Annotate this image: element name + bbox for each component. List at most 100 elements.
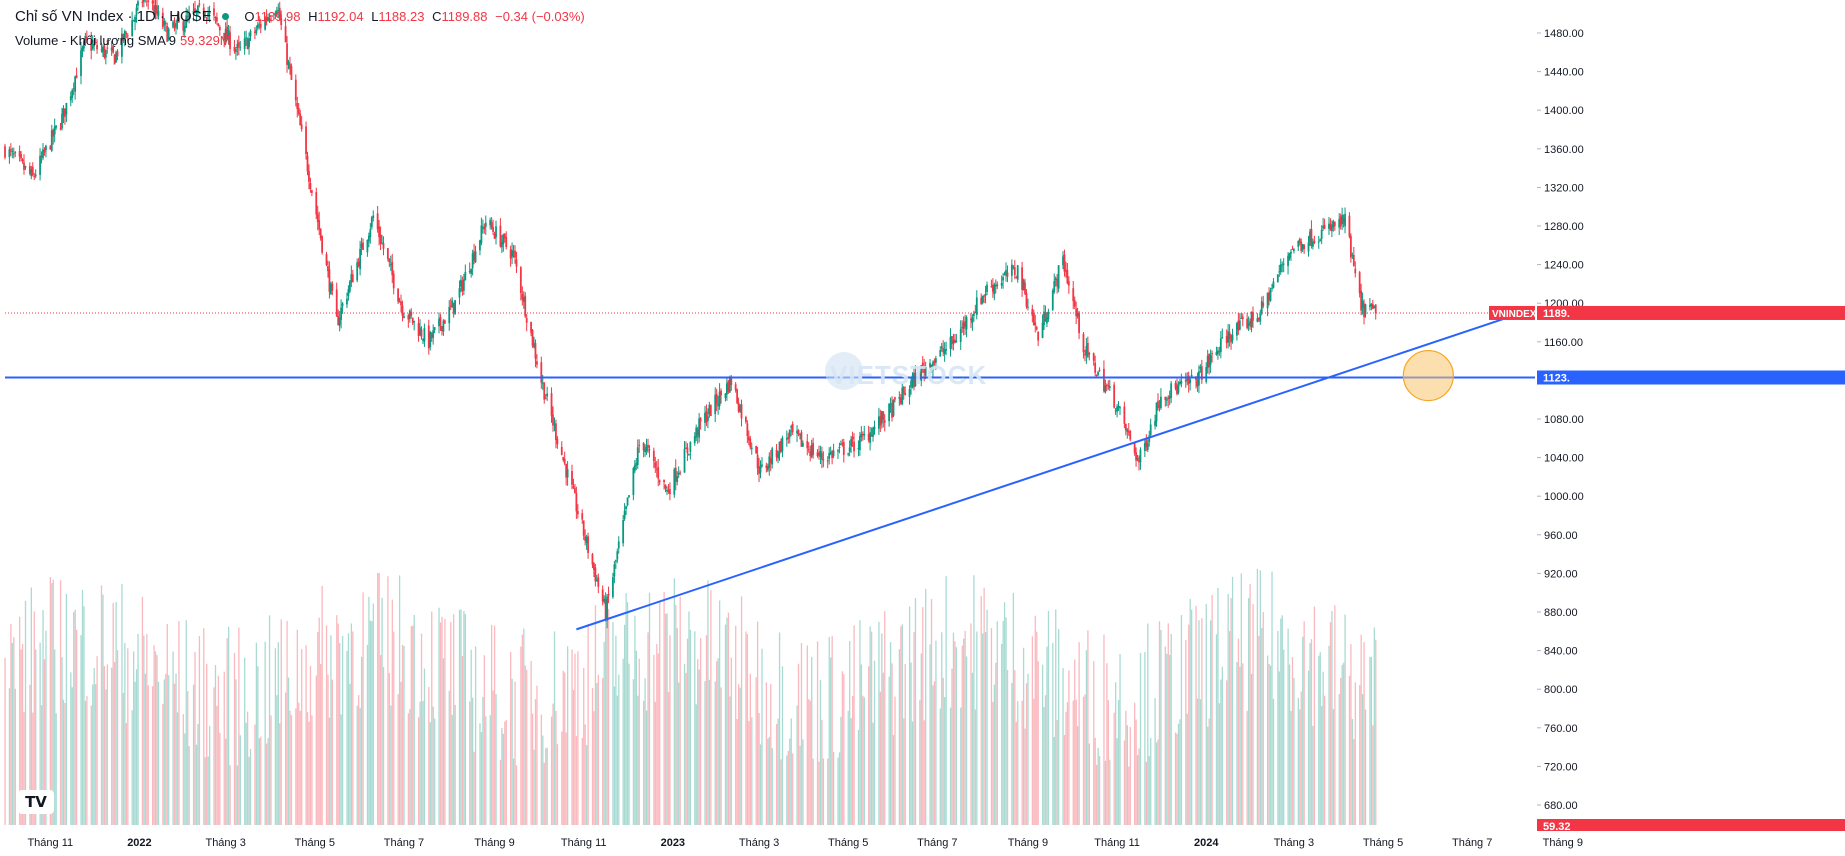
volume-bar	[632, 679, 635, 825]
volume-bar	[552, 703, 554, 825]
candle-body	[258, 24, 261, 26]
volume-bar	[1012, 592, 1015, 825]
candle-body	[125, 33, 128, 35]
candle-body	[93, 44, 96, 47]
volume-bar	[695, 704, 697, 825]
volume-bar	[726, 617, 728, 825]
volume-bar	[1002, 621, 1004, 825]
candle-body	[913, 372, 915, 388]
candle-body	[531, 329, 534, 346]
volume-bar	[495, 694, 497, 825]
volume-bar	[1044, 695, 1047, 825]
current-price-tag-bg	[1537, 305, 1845, 320]
candle-body	[775, 449, 778, 458]
candle-body	[1351, 254, 1354, 256]
candle-body	[175, 23, 177, 29]
candle-body	[1256, 318, 1259, 322]
candle-body	[156, 5, 158, 15]
volume-bar	[521, 634, 524, 825]
highlight-circle[interactable]	[1402, 349, 1454, 402]
candle-body	[23, 162, 25, 170]
candle-body	[699, 417, 702, 422]
volume-bar	[157, 681, 160, 825]
volume-bar	[1342, 662, 1345, 825]
candle-body	[62, 108, 65, 116]
candle-body	[750, 447, 753, 449]
volume-bar	[1207, 726, 1209, 825]
candle-body	[880, 411, 883, 424]
volume-bar	[638, 658, 640, 825]
volume-bar	[163, 679, 165, 825]
candle-body	[388, 258, 391, 263]
candle-body	[372, 215, 375, 219]
volume-bar	[971, 672, 974, 825]
volume-bar	[1147, 623, 1149, 825]
candle-body	[1196, 380, 1199, 387]
time-axis-label: Tháng 9	[1008, 837, 1048, 849]
volume-bar	[1293, 677, 1295, 825]
volume-bar	[1210, 620, 1212, 825]
volume-bar	[448, 690, 450, 825]
volume-bar	[594, 605, 597, 825]
candle-body	[204, 15, 207, 17]
symbol-tag: VNINDEX	[1492, 309, 1537, 320]
candle-body	[761, 464, 763, 467]
volume-bar	[1055, 609, 1057, 825]
volume-bar	[410, 626, 412, 825]
volume-bar	[830, 657, 832, 825]
volume-bar	[474, 646, 477, 825]
volume-bar	[76, 629, 78, 825]
candle-body	[319, 228, 322, 239]
candle-body	[386, 248, 389, 259]
time-axis-label: 2022	[127, 837, 151, 849]
candle-body	[945, 349, 948, 351]
volume-bar	[454, 704, 456, 825]
volume-bar	[121, 584, 123, 825]
watermark-logo-icon	[825, 352, 863, 390]
volume-bar	[493, 625, 496, 825]
high-value: 1192.04	[317, 9, 364, 24]
volume-bar	[758, 713, 760, 825]
volume-bar	[450, 621, 452, 825]
candle-body	[135, 7, 138, 16]
candle-body	[730, 378, 733, 386]
candle-body	[888, 403, 891, 422]
tradingview-logo-icon[interactable]: TV	[18, 790, 54, 814]
volume-label[interactable]: Volume - Khối lượng SMA 9	[15, 33, 177, 48]
candle-body	[839, 444, 842, 446]
time-axis[interactable]	[0, 831, 1845, 851]
volume-bar	[818, 761, 820, 825]
candle-body	[1124, 423, 1127, 431]
candle-body	[71, 90, 74, 98]
volume-bar	[144, 673, 146, 825]
price-axis[interactable]	[1537, 0, 1845, 831]
candle-body	[613, 564, 616, 577]
volume-bar	[1113, 712, 1115, 825]
volume-bar	[255, 642, 258, 825]
symbol-title[interactable]: Chỉ số VN Index · 1D · HOSE	[15, 8, 212, 25]
candle-body	[1360, 290, 1363, 311]
volume-bar	[438, 607, 440, 825]
ascending-trendline[interactable]	[576, 316, 1508, 631]
candle-body	[540, 362, 543, 383]
candle-body	[294, 79, 297, 101]
volume-bar	[1015, 722, 1017, 825]
candle-body	[30, 169, 33, 177]
volume-bar	[339, 642, 341, 825]
candle-body	[1195, 377, 1197, 381]
volume-bar	[749, 673, 751, 825]
volume-bar	[1269, 665, 1272, 825]
volume-bar	[397, 694, 399, 825]
candle-body	[1206, 355, 1209, 368]
volume-bar	[74, 609, 76, 825]
candle-body	[984, 294, 987, 296]
candle-body	[289, 63, 291, 69]
candle-body	[810, 444, 813, 457]
volume-bar	[707, 580, 709, 825]
candle-body	[121, 33, 123, 57]
volume-bar	[659, 601, 661, 825]
candle-body	[300, 124, 303, 129]
candle-body	[215, 17, 218, 22]
